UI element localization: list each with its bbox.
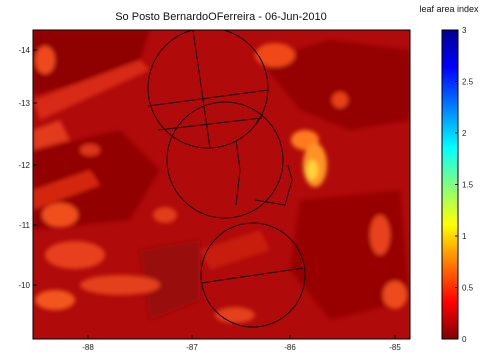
y-tick-label: -11 [19,221,31,230]
heatmap-area [33,30,410,339]
hot-spot [370,215,390,255]
plot-frame [32,29,411,340]
colorbar-tick-label: 1 [462,232,467,241]
dark-patch [260,40,410,130]
hot-spot [80,144,100,156]
x-axis: -88 -87 -86 -85 [82,335,401,352]
hot-spot [35,290,75,310]
pivot-line [200,267,304,284]
x-tick-label: -86 [284,343,296,352]
field-boundary [235,139,241,206]
bright-band [33,60,150,120]
x-tick-label: -88 [82,343,94,352]
y-tick-label: -12 [18,161,30,170]
colorbar-tick-label: 3 [462,26,467,35]
hot-spot [80,275,160,295]
colorbar-ticks: 0 0.5 1 1.5 2 2.5 3 [455,26,474,344]
pivot-line [157,117,263,131]
y-axis: -14 -13 -12 -11 -10 [18,46,37,290]
pivot-circle [147,30,269,149]
hot-spot [153,207,177,223]
dark-patch [33,30,150,95]
chart-title: So Posto BernardoOFerreira - 06-Jun-2010 [115,11,327,23]
hot-spot [306,160,318,180]
heatmap-texture [33,30,410,323]
pivot-line [192,30,211,149]
hot-spot [215,307,255,323]
pivot-circle [200,222,306,328]
bright-band [33,170,100,210]
pivot-line [147,89,269,107]
bright-band [200,230,270,270]
pivot-circle [166,101,284,219]
hot-spot [35,46,55,74]
colorbar-label: leaf area index [419,4,479,14]
dark-patch [140,240,200,320]
colorbar-tick-label: 0 [462,335,467,344]
colorbar-tick-label: 2.5 [462,78,474,87]
hot-spot [255,43,295,67]
hot-spot [332,92,348,108]
field-outlines [147,30,306,328]
hot-spot [45,241,105,269]
x-tick-label: -87 [186,343,198,352]
colorbar-tick-label: 2 [462,129,467,138]
y-tick-label: -13 [18,99,30,108]
field-boundary [254,164,293,206]
y-tick-label: -10 [18,281,30,290]
hot-spot [42,203,78,227]
colorbar-tick-label: 1.5 [462,181,474,190]
y-tick-label: -14 [18,46,30,55]
hot-spot [383,281,407,309]
colorbar-tick-label: 0.5 [462,284,474,293]
x-tick-label: -85 [389,343,401,352]
bright-band [33,120,70,150]
